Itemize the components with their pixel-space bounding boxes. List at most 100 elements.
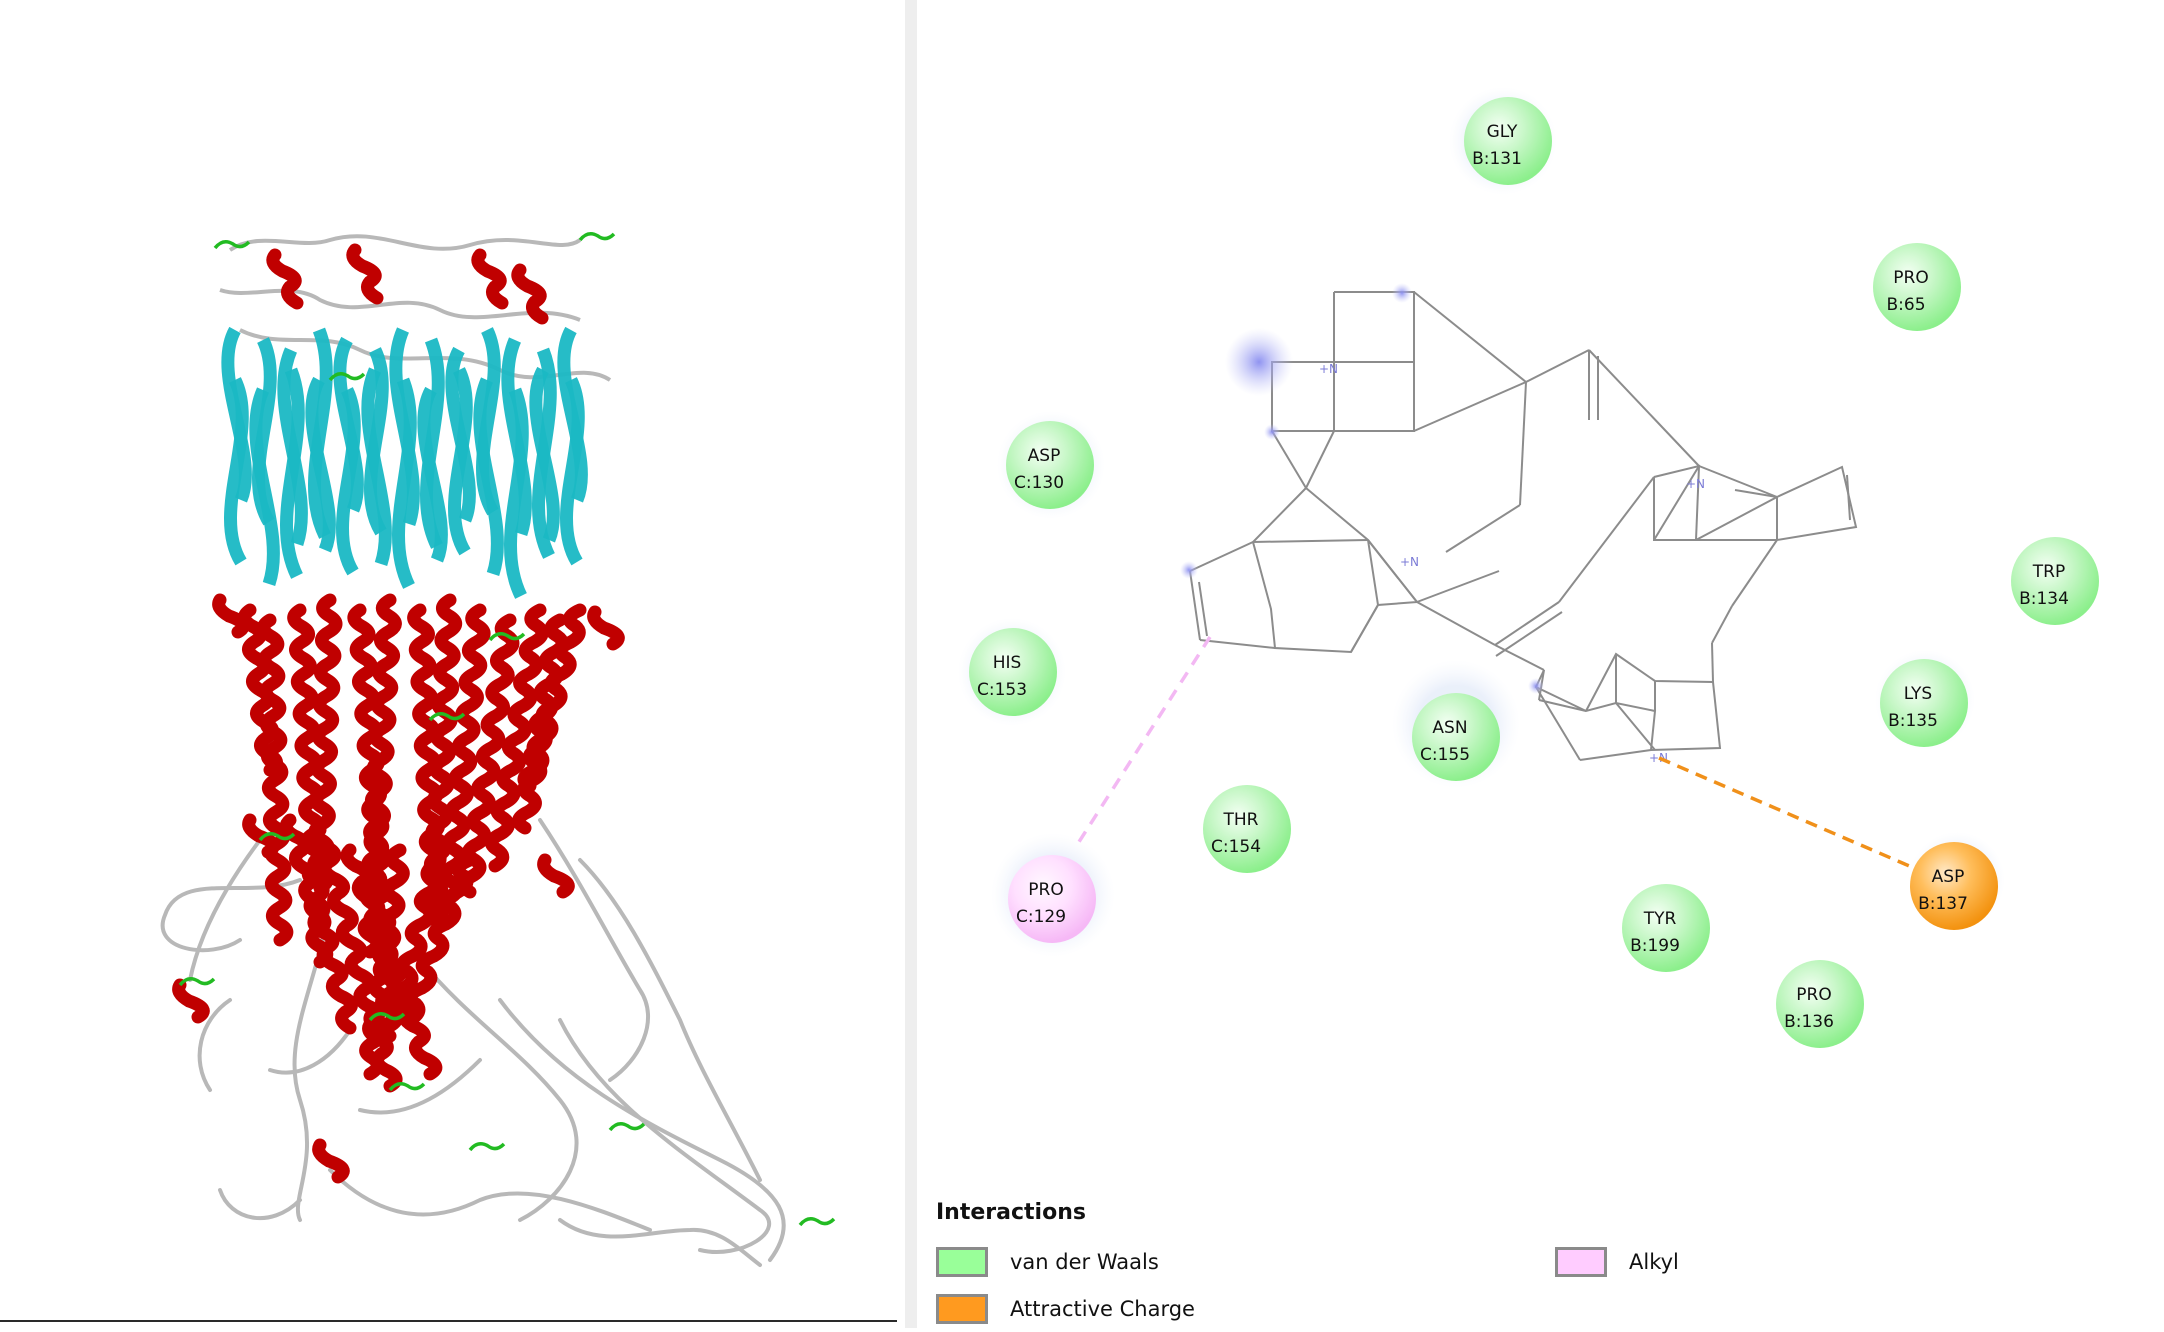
beta-strand	[336, 387, 361, 576]
residue-name-label: PRO	[1893, 268, 1928, 288]
residue-pro-b-65[interactable]: PRO B:65	[1873, 243, 1961, 331]
bottom-scrollbar-track	[0, 1320, 897, 1322]
coil-strand	[558, 1018, 771, 1254]
residue-id-label: B:135	[1888, 711, 1938, 731]
residue-id-label: B:131	[1472, 149, 1522, 169]
alpha-helix	[512, 613, 569, 835]
residue-thr-c-154[interactable]: THR C:154	[1203, 785, 1291, 873]
coil-strand	[498, 998, 786, 1262]
residue-id-label: B:199	[1630, 936, 1680, 956]
alpha-helix	[471, 248, 509, 310]
residue-pro-b-136[interactable]: PRO B:136	[1776, 960, 1864, 1048]
turn-segment	[488, 632, 526, 642]
legend-swatch-van-der-waals	[936, 1247, 988, 1277]
protein-ribbon-model	[160, 232, 836, 1267]
alpha-helix	[359, 843, 410, 1081]
residue-disc	[1008, 855, 1096, 943]
legend-item-alkyl: Alkyl	[1555, 1244, 1679, 1280]
residue-disc	[969, 628, 1057, 716]
residue-his-c-153[interactable]: HIS C:153	[969, 628, 1057, 716]
residue-disc	[2011, 537, 2099, 625]
interaction-diagram-panel[interactable]: +N +N +N +N GLY B:131 PRO B:65 ASP C:130 TRP B:…	[917, 0, 2164, 1328]
residue-disc	[1622, 884, 1710, 972]
residue-disc	[1464, 97, 1552, 185]
residue-disc	[1880, 659, 1968, 747]
legend-swatch-attractive-charge	[936, 1294, 988, 1324]
residue-disc	[1873, 243, 1961, 331]
residue-name-label: HIS	[993, 653, 1022, 673]
turn-segment	[388, 1082, 426, 1092]
residue-name-label: PRO	[1796, 985, 1831, 1005]
residue-disc	[1910, 842, 1998, 930]
residue-name-label: THR	[1223, 810, 1259, 830]
charge-blob	[1180, 561, 1198, 579]
legend-title: Interactions	[936, 1200, 1086, 1225]
residue-id-label: C:153	[977, 680, 1027, 700]
residue-disc	[1203, 785, 1291, 873]
alpha-helix	[485, 603, 549, 873]
residue-name-label: ASP	[1932, 867, 1965, 887]
beta-strand	[473, 377, 504, 577]
attractive-charge-line	[1658, 756, 1915, 870]
turn-segment	[468, 1142, 506, 1152]
alpha-helix	[212, 593, 250, 639]
residue-trp-b-134[interactable]: TRP B:134	[2011, 537, 2099, 625]
residue-id-label: C:154	[1211, 837, 1261, 857]
alpha-helix	[457, 613, 520, 899]
coil-strand	[160, 878, 302, 953]
residue-disc	[1776, 960, 1864, 1048]
beta-strand	[504, 387, 529, 599]
residue-pro-c-129[interactable]: PRO C:129	[1008, 855, 1096, 943]
nitrogen-atom-label: +N	[1400, 555, 1419, 569]
residue-id-label: C:155	[1420, 745, 1470, 765]
coil-strand	[228, 234, 582, 252]
alpha-helix	[438, 603, 491, 905]
residue-lys-b-135[interactable]: LYS B:135	[1880, 659, 1968, 747]
beta-strand	[417, 386, 448, 563]
beta-strand	[224, 377, 249, 566]
residue-asn-c-155[interactable]: ASN C:155	[1412, 693, 1500, 781]
coil-strand	[197, 998, 232, 1092]
beta-strand	[221, 326, 252, 503]
beta-strand	[361, 367, 392, 567]
alpha-helix	[309, 823, 403, 1093]
residue-tyr-b-199[interactable]: TYR B:199	[1622, 884, 1710, 972]
alpha-helix	[517, 603, 587, 793]
legend-swatch-alkyl	[1555, 1247, 1607, 1277]
alpha-helix	[587, 605, 625, 651]
coil-strand	[219, 288, 581, 322]
legend-item-van-der-waals: van der Waals	[936, 1244, 1159, 1280]
nitrogen-atom-label: +N	[1319, 362, 1338, 376]
residue-name-label: TYR	[1643, 909, 1677, 929]
turn-segment	[328, 372, 366, 382]
turn-segment	[178, 977, 216, 987]
residue-disc	[1412, 693, 1500, 781]
beta-strand	[333, 336, 364, 513]
coil-strand	[268, 1028, 352, 1075]
residue-name-label: TRP	[2032, 562, 2065, 582]
alpha-helix	[511, 263, 549, 325]
residue-id-label: B:134	[2019, 589, 2069, 609]
beta-strand	[529, 366, 560, 543]
charge-blob	[1264, 424, 1280, 440]
residue-layer: GLY B:131 PRO B:65 ASP C:130 TRP B:134 HIS C:153 A…	[969, 97, 2099, 1048]
coil-strand	[538, 818, 651, 1082]
coil-strand	[418, 958, 579, 1222]
interaction-diagram: +N +N +N +N GLY B:131 PRO B:65 ASP C:130 TRP B:…	[958, 87, 2099, 1048]
beta-strand	[448, 367, 473, 556]
panel-divider[interactable]	[905, 0, 917, 1328]
turn-segment	[213, 240, 251, 250]
residue-gly-b-131[interactable]: GLY B:131	[1464, 97, 1552, 185]
alpha-helix	[256, 613, 294, 947]
legend-label-van-der-waals: van der Waals	[1010, 1250, 1159, 1274]
residue-asp-c-130[interactable]: ASP C:130	[1006, 421, 1094, 509]
residue-name-label: ASP	[1028, 446, 1061, 466]
residue-asp-b-137[interactable]: ASP B:137	[1910, 842, 1998, 930]
alpha-helix	[279, 813, 358, 1035]
nitrogen-atom-label: +N	[1686, 477, 1705, 491]
coil-strand	[328, 1168, 652, 1232]
protein-structure-panel[interactable]	[0, 0, 905, 1328]
residue-id-label: B:136	[1784, 1012, 1834, 1032]
alpha-helix	[403, 853, 477, 1027]
residue-id-label: B:65	[1886, 295, 1925, 315]
